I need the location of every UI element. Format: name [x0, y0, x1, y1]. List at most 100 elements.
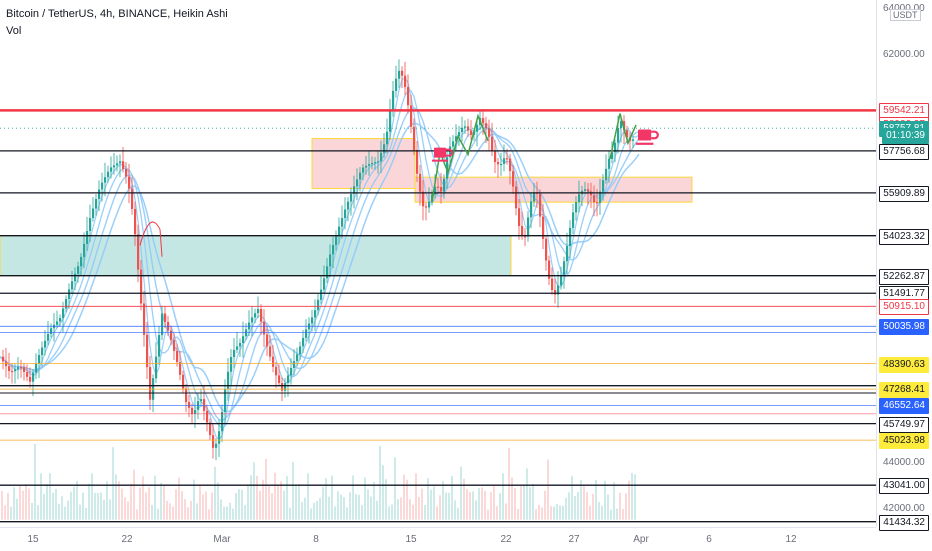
- volume-bar: [319, 498, 321, 520]
- volume-bar: [181, 490, 183, 520]
- price-tick-label: 44000.00: [883, 457, 925, 469]
- volume-bar: [352, 475, 354, 520]
- moving-average-line-2: [0, 106, 640, 422]
- candle-body: [347, 201, 350, 210]
- candle-body: [578, 194, 581, 203]
- candle-body: [386, 131, 389, 145]
- volume-bar: [229, 502, 231, 520]
- volume-bar: [196, 503, 198, 520]
- chart-svg[interactable]: [0, 0, 876, 527]
- candle-body: [461, 127, 464, 133]
- candle-body: [437, 186, 440, 188]
- volume-bar: [238, 489, 240, 520]
- volume-bar: [412, 504, 414, 520]
- volume-bar: [562, 505, 564, 520]
- candle-body: [173, 339, 176, 351]
- volume-bar: [457, 507, 459, 520]
- volume-bar: [151, 504, 153, 520]
- volume-bar: [475, 500, 477, 520]
- volume-bar: [445, 492, 447, 520]
- candle-body: [8, 366, 11, 371]
- candle-body: [74, 273, 77, 282]
- volume-bar: [442, 481, 444, 520]
- price-level-label: 50035.98: [879, 319, 929, 336]
- candle-body: [143, 303, 146, 335]
- volume-bar: [241, 489, 243, 520]
- candle-body: [449, 146, 452, 158]
- candle-body: [32, 372, 35, 382]
- volume-bar: [607, 494, 609, 520]
- currency-unit-badge[interactable]: USDT: [890, 9, 921, 21]
- candle-body: [140, 269, 143, 304]
- volume-bar: [622, 509, 624, 520]
- candle-body: [26, 372, 29, 377]
- candle-body: [596, 202, 599, 204]
- candle-body: [425, 206, 428, 208]
- volume-bar: [256, 476, 258, 520]
- candle-body: [251, 317, 254, 323]
- volume-bar: [586, 492, 588, 520]
- time-axis[interactable]: 15 22 Mar 8 15 22 27 Apr 6 12: [0, 527, 876, 551]
- candle-body: [443, 178, 446, 192]
- price-level-label: 50915.10: [879, 299, 929, 316]
- candle-body: [56, 321, 59, 325]
- candle-body: [566, 246, 569, 262]
- candle-body: [374, 162, 377, 164]
- volume-bar: [526, 468, 528, 520]
- volume-bar: [538, 505, 540, 520]
- volume-bar: [94, 493, 96, 520]
- candle-body: [302, 337, 305, 347]
- volume-bar: [271, 492, 273, 520]
- candle-body: [440, 187, 443, 192]
- volume-bar: [463, 478, 465, 520]
- candle-body: [281, 383, 284, 391]
- volume-bar: [286, 476, 288, 520]
- volume-bar: [16, 498, 18, 520]
- candle-body: [179, 362, 182, 375]
- volume-bar: [559, 505, 561, 520]
- candle-body: [563, 261, 566, 275]
- candle-body: [338, 226, 341, 236]
- chart-plot-area[interactable]: Bitcoin / TetherUS, 4h, BINANCE, Heikin …: [0, 0, 876, 527]
- volume-bar: [283, 490, 285, 520]
- volume-bar: [163, 484, 165, 520]
- volume-bar: [277, 484, 279, 520]
- green-wave-drawing-recent: [609, 113, 637, 160]
- candle-body: [230, 357, 233, 372]
- volume-bar: [217, 482, 219, 520]
- volume-bar: [91, 473, 93, 520]
- candle-body: [113, 165, 116, 168]
- candle-body: [287, 375, 290, 384]
- volume-bar: [580, 479, 582, 520]
- candle-body: [20, 367, 23, 369]
- price-level-label: 48390.63: [879, 356, 929, 373]
- volume-bar: [571, 475, 573, 520]
- candle-body: [464, 126, 467, 128]
- volume-bar: [373, 481, 375, 520]
- candle-body: [500, 163, 503, 166]
- candle-body: [518, 208, 521, 227]
- volume-bar: [541, 507, 543, 520]
- volume-bar: [289, 507, 291, 520]
- cup-body: [638, 129, 652, 141]
- volume-bar: [43, 493, 45, 520]
- volume-bar: [31, 502, 33, 520]
- volume-bar: [391, 504, 393, 520]
- candle-body: [296, 354, 299, 362]
- candle-body: [239, 343, 242, 347]
- price-tick-label: 64000.00: [883, 3, 925, 15]
- volume-bar: [553, 506, 555, 520]
- candle-body: [11, 370, 14, 373]
- volume-bar: [589, 505, 591, 520]
- volume-bar: [418, 496, 420, 520]
- candle-body: [389, 111, 392, 132]
- volume-bar: [295, 484, 297, 520]
- candle-body: [593, 195, 596, 203]
- volume-bar: [202, 494, 204, 520]
- candle-body: [86, 231, 89, 244]
- candle-body: [584, 189, 587, 191]
- volume-bar: [124, 497, 126, 520]
- volume-bar: [388, 506, 390, 520]
- candle-body: [119, 161, 122, 164]
